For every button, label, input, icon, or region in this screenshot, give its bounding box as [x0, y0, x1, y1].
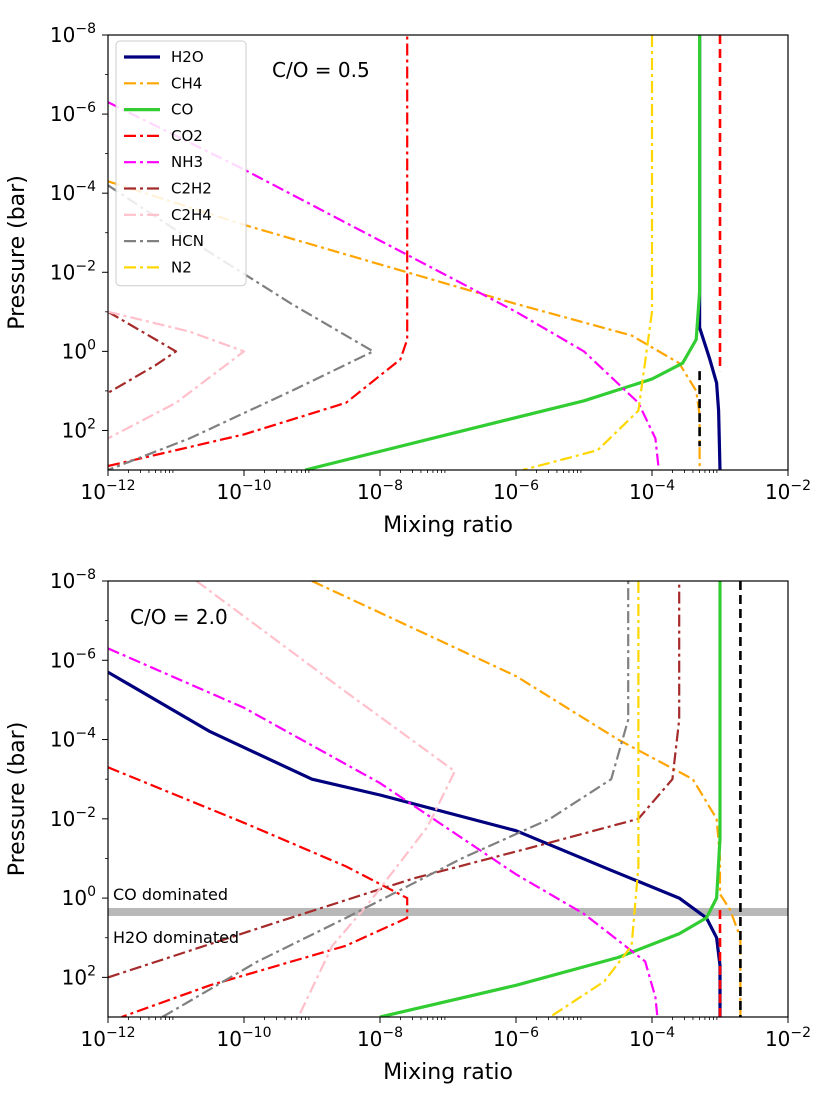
y-tick-label: 10−6	[50, 646, 96, 672]
y-tick-label: 102	[62, 416, 96, 442]
series-line-h2o	[108, 670, 722, 1017]
legend-label: C2H2	[171, 180, 212, 198]
plot-area	[108, 581, 788, 1017]
legend-label: H2O	[171, 48, 204, 66]
x-tick-label: 10−12	[81, 478, 136, 504]
legend-label: C2H4	[171, 206, 212, 224]
legend-label: CO	[171, 101, 193, 119]
legend-box	[115, 40, 247, 287]
x-axis-label: Mixing ratio	[383, 1060, 513, 1085]
x-tick-label: 10−10	[217, 478, 272, 504]
dominance-boundary-band	[108, 907, 788, 916]
y-tick-label: 10−6	[50, 100, 96, 126]
plot-area	[108, 35, 722, 470]
legend-label: N2	[171, 258, 192, 276]
co-dominated-label: CO dominated	[113, 885, 228, 904]
legend-label: CO2	[171, 127, 203, 145]
series-line-nh3	[108, 647, 659, 1017]
x-tick-label: 10−6	[493, 1025, 539, 1051]
plot-frame	[107, 580, 789, 1018]
series-line-nh3	[108, 101, 660, 470]
legend-label: CH4	[171, 74, 202, 92]
legend-label: HCN	[171, 232, 204, 250]
series-line-n2	[549, 581, 640, 1017]
x-tick-label: 10−8	[357, 1025, 403, 1051]
plot-frame	[107, 34, 789, 471]
x-tick-label: 10−2	[765, 1025, 811, 1051]
series-line-n2	[522, 35, 654, 470]
series-line-co2	[108, 35, 409, 468]
legend-label: NH3	[171, 153, 203, 171]
chart-panel-2: 10−12 10−10 10−8 10−6 10−4 10−2 10−8 10−6 10−4 10…	[5, 567, 811, 1085]
x-tick-label: 10−12	[81, 1025, 136, 1051]
x-axis-label: Mixing ratio	[383, 513, 513, 538]
x-tick-label: 10−8	[357, 478, 403, 504]
x-tick-label: 10−4	[629, 478, 675, 504]
co-ratio-annotation: C/O = 2.0	[130, 605, 228, 629]
x-tick-label: 10−6	[493, 478, 539, 504]
chart-panel-1: 10−12 10−10 10−8 10−6 10−4 10−2 10−8 10−6 10−4 10…	[5, 21, 811, 538]
series-line-c2h4	[195, 581, 456, 1017]
series-line-hcn	[161, 581, 630, 1017]
y-tick-label: 10−8	[50, 21, 96, 47]
y-tick-label: 100	[62, 337, 96, 363]
y-tick-label: 102	[62, 963, 96, 989]
series-line-c2h2	[108, 310, 178, 394]
series-line-c2h2	[108, 581, 681, 979]
y-tick-label: 10−2	[50, 805, 96, 831]
series-line-c2h4	[108, 310, 246, 440]
h2o-dominated-label: H2O dominated	[113, 928, 239, 947]
y-tick-label: 10−4	[50, 179, 96, 205]
co-ratio-annotation: C/O = 0.5	[272, 58, 370, 82]
series-line-h2o	[698, 35, 722, 470]
y-tick-label: 10−8	[50, 567, 96, 593]
y-tick-label: 100	[62, 884, 96, 910]
x-tick-label: 10−4	[629, 1025, 675, 1051]
y-axis-label: Pressure (bar)	[5, 722, 30, 877]
series-line-ch4	[311, 581, 742, 1017]
y-tick-label: 10−4	[50, 726, 96, 752]
series-line-co	[304, 35, 702, 470]
series-line-co2	[108, 766, 409, 1017]
y-axis-label: Pressure (bar)	[5, 175, 30, 330]
x-tick-label: 10−2	[765, 478, 811, 504]
legend: H2O CH4 CO CO2 NH3 C2H2 C2H4 HCN N2	[115, 40, 247, 287]
series-line-co	[379, 581, 722, 1017]
x-tick-label: 10−10	[217, 1025, 272, 1051]
y-tick-label: 10−2	[50, 258, 96, 284]
